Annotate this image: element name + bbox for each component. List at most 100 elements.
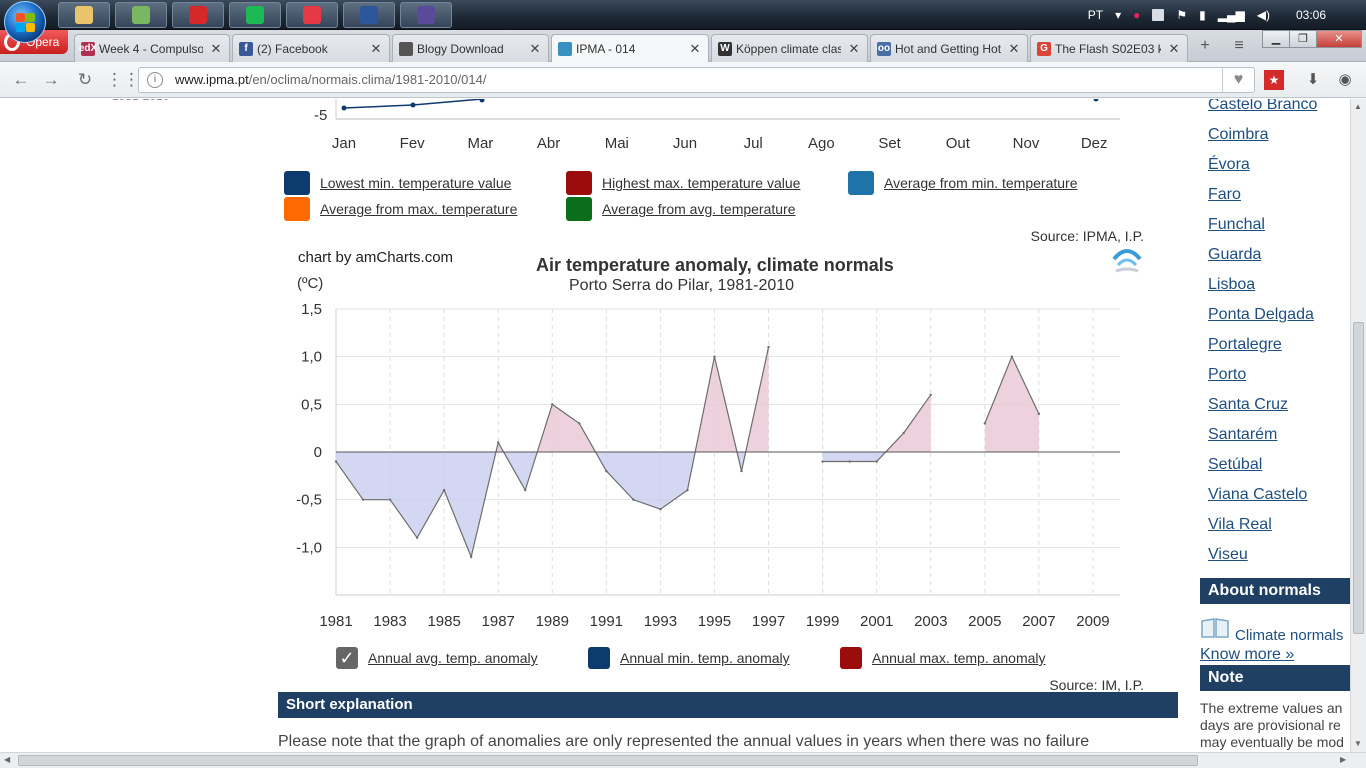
anomaly-data-point[interactable] — [1010, 355, 1014, 358]
climate-normals-link[interactable]: Climate normals — [1235, 627, 1344, 644]
legend-item[interactable]: Highest max. temperature value — [566, 171, 800, 195]
start-button[interactable] — [4, 1, 46, 43]
windows-tray-icon[interactable] — [1152, 9, 1165, 21]
station-link[interactable]: Portalegre — [1208, 336, 1282, 353]
scroll-left-arrow-icon[interactable]: ◀ — [4, 755, 11, 764]
browser-tab[interactable]: W Köppen climate classification ✕ — [711, 34, 868, 62]
taskbar-app-button[interactable] — [58, 2, 110, 28]
anomaly-data-point[interactable] — [983, 422, 987, 425]
extension-star-icon[interactable]: ★ — [1264, 70, 1284, 90]
chevron-down-icon[interactable]: ▾ — [1115, 8, 1122, 22]
know-more-link[interactable]: Know more » — [1200, 646, 1295, 663]
volume-icon[interactable]: ◀) — [1256, 8, 1270, 22]
anomaly-data-point[interactable] — [686, 488, 689, 492]
taskbar-app-button[interactable] — [400, 2, 452, 28]
legend-item[interactable]: Average from avg. temperature — [566, 197, 796, 221]
station-link[interactable]: Évora — [1208, 156, 1250, 173]
anomaly-data-point[interactable] — [334, 460, 338, 463]
reload-button[interactable]: ↻ — [77, 70, 93, 89]
anomaly-data-point[interactable] — [361, 498, 365, 501]
browser-tab[interactable]: f (2) Facebook ✕ — [232, 34, 390, 62]
browser-tab[interactable]: G The Flash S02E03 kick ✕ — [1030, 34, 1188, 62]
language-indicator[interactable]: PT — [1087, 8, 1104, 22]
browser-tab[interactable]: Blogy Download ✕ — [392, 34, 549, 62]
clock[interactable]: 03:06 — [1295, 8, 1326, 22]
flag-tray-icon[interactable]: ⚑ — [1176, 8, 1188, 22]
taskbar-app-button[interactable] — [343, 2, 395, 28]
browser-tab[interactable]: oo Hot and Getting Hotter ✕ — [870, 34, 1028, 62]
chart-credit-link[interactable]: chart by amCharts.com — [298, 249, 454, 266]
station-link[interactable]: Lisboa — [1208, 276, 1256, 293]
close-tab-icon[interactable]: ✕ — [529, 40, 541, 56]
close-tab-icon[interactable]: ✕ — [1168, 40, 1180, 56]
station-link[interactable]: Viana Castelo — [1208, 486, 1308, 503]
close-tab-icon[interactable]: ✕ — [689, 41, 701, 56]
anomaly-data-point[interactable] — [524, 488, 527, 492]
battery-icon[interactable]: ▮ — [1199, 8, 1206, 22]
station-link[interactable]: Funchal — [1208, 216, 1265, 233]
legend-item[interactable]: Lowest min. temperature value — [284, 171, 511, 195]
scroll-right-arrow-icon[interactable]: ▶ — [1340, 755, 1347, 764]
maximize-button[interactable]: ❐ — [1289, 30, 1317, 48]
bookmark-heart-icon[interactable]: ♥ — [1222, 68, 1254, 92]
station-link[interactable]: Santarém — [1208, 426, 1278, 443]
anomaly-data-point[interactable] — [659, 508, 662, 511]
scroll-down-arrow-icon[interactable]: ▼ — [1354, 739, 1362, 748]
anomaly-data-point[interactable] — [551, 403, 554, 406]
scroll-up-arrow-icon[interactable]: ▲ — [1354, 102, 1362, 111]
anomaly-data-point[interactable] — [875, 460, 878, 463]
tab-menu-icon[interactable]: ≡ — [1234, 37, 1244, 54]
forward-button[interactable]: → — [42, 70, 60, 89]
station-link[interactable]: Santa Cruz — [1208, 396, 1289, 413]
browser-tab[interactable]: IPMA - 014 ✕ — [551, 34, 709, 63]
close-tab-icon[interactable]: ✕ — [848, 40, 860, 56]
speed-dial-grid-icon[interactable]: ⋮⋮ — [106, 70, 140, 89]
anomaly-data-point[interactable] — [929, 393, 932, 396]
station-link[interactable]: Castelo Branco — [1208, 99, 1318, 113]
address-bar[interactable]: i www.ipma.pt/en/oclima/normais.clima/19… — [138, 67, 1255, 93]
station-link[interactable]: Porto — [1208, 366, 1247, 383]
new-tab-button[interactable]: + — [1200, 37, 1210, 54]
anomaly-data-point[interactable] — [632, 498, 635, 501]
close-window-button[interactable]: ✕ — [1316, 30, 1362, 48]
vertical-scrollbar[interactable]: ▲ ▼ — [1350, 99, 1366, 752]
station-link[interactable]: Setúbal — [1208, 456, 1263, 473]
anomaly-data-point[interactable] — [497, 441, 500, 444]
anomaly-data-point[interactable] — [902, 431, 905, 435]
legend-item[interactable]: Average from min. temperature — [848, 171, 1078, 195]
anomaly-data-point[interactable] — [469, 555, 473, 559]
taskbar-app-button[interactable] — [229, 2, 281, 28]
account-icon[interactable]: ◉ — [1338, 71, 1352, 88]
download-icon[interactable]: ⬇ — [1306, 71, 1320, 88]
anomaly-data-point[interactable] — [713, 355, 716, 358]
taskbar-app-button[interactable] — [172, 2, 224, 28]
station-link[interactable]: Coimbra — [1208, 126, 1269, 143]
network-signal-icon[interactable]: ▂▄▆ — [1217, 8, 1245, 22]
legend-item[interactable]: Annual max. temp. anomaly — [840, 647, 1046, 669]
legend-item[interactable]: Annual min. temp. anomaly — [588, 647, 790, 669]
site-info-icon[interactable]: i — [147, 72, 163, 88]
station-link[interactable]: Guarda — [1208, 246, 1262, 263]
back-button[interactable]: ← — [12, 70, 30, 89]
minimize-button[interactable]: ▁ — [1262, 30, 1290, 48]
anomaly-data-point[interactable] — [442, 488, 446, 492]
anomaly-data-point[interactable] — [821, 460, 824, 463]
vertical-scroll-thumb[interactable] — [1353, 322, 1364, 634]
taskbar-app-button[interactable] — [286, 2, 338, 28]
station-link[interactable]: Viseu — [1208, 546, 1248, 563]
horizontal-scroll-thumb[interactable] — [18, 755, 1198, 766]
station-link[interactable]: Ponta Delgada — [1208, 306, 1314, 323]
anomaly-data-point[interactable] — [388, 498, 392, 501]
close-tab-icon[interactable]: ✕ — [210, 40, 222, 56]
anomaly-data-point[interactable] — [415, 536, 419, 539]
station-link[interactable]: Vila Real — [1208, 516, 1272, 533]
legend-item[interactable]: Average from max. temperature — [284, 197, 517, 221]
antivirus-tray-icon[interactable]: ● — [1133, 8, 1141, 22]
taskbar-app-button[interactable] — [115, 2, 167, 28]
anomaly-data-point[interactable] — [605, 469, 608, 473]
anomaly-data-point[interactable] — [578, 422, 581, 425]
anomaly-data-point[interactable] — [767, 345, 770, 349]
anomaly-data-point[interactable] — [1037, 412, 1041, 416]
station-link[interactable]: Faro — [1208, 186, 1241, 203]
anomaly-data-point[interactable] — [848, 460, 851, 463]
